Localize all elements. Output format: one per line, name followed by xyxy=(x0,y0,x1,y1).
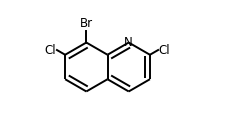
Text: Br: Br xyxy=(80,17,93,30)
Text: N: N xyxy=(124,36,133,49)
Text: Cl: Cl xyxy=(44,44,56,57)
Text: Cl: Cl xyxy=(159,44,170,57)
